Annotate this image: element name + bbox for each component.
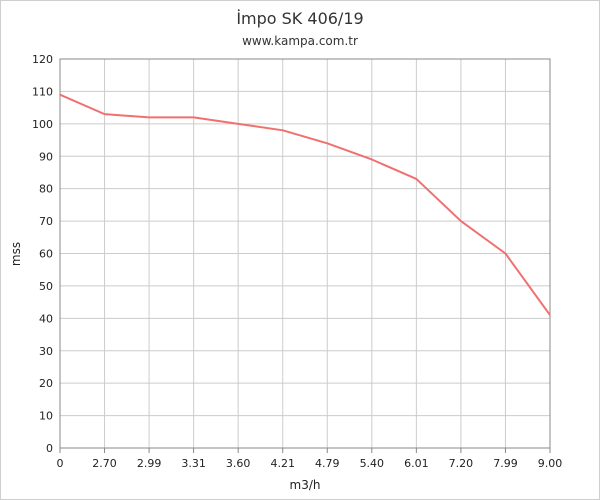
y-tick-label: 60 <box>39 248 53 261</box>
y-tick-label: 120 <box>32 53 53 66</box>
y-tick-label: 100 <box>32 118 53 131</box>
x-tick-label: 4.21 <box>270 457 295 470</box>
x-tick-label: 4.79 <box>315 457 340 470</box>
x-tick-label: 3.60 <box>226 457 251 470</box>
y-tick-label: 30 <box>39 345 53 358</box>
y-axis-label: mss <box>9 242 23 266</box>
x-tick-label: 7.99 <box>493 457 518 470</box>
x-axis-ticks: 0 2.70 2.99 3.31 3.60 4.21 4.79 5.40 6.01 7.20 7.9… <box>57 448 563 470</box>
y-tick-label: 90 <box>39 150 53 163</box>
x-tick-label: 0 <box>57 457 64 470</box>
x-tick-label: 3.31 <box>181 457 206 470</box>
x-tick-label: 2.70 <box>92 457 117 470</box>
y-tick-label: 70 <box>39 215 53 228</box>
y-tick-label: 10 <box>39 410 53 423</box>
series-line <box>59 93 551 316</box>
chart-title: İmpo SK 406/19 <box>236 9 363 28</box>
x-tick-label: 7.20 <box>449 457 474 470</box>
x-axis-label: m3/h <box>290 478 321 492</box>
y-tick-label: 20 <box>39 377 53 390</box>
x-tick-label: 9.00 <box>538 457 563 470</box>
y-axis-ticks: 0 10 20 30 40 50 60 70 80 90 100 110 120 <box>32 53 53 455</box>
y-tick-label: 40 <box>39 312 53 325</box>
y-tick-label: 80 <box>39 183 53 196</box>
x-tick-label: 2.99 <box>137 457 162 470</box>
y-tick-label: 110 <box>32 85 53 98</box>
chart-subtitle: www.kampa.com.tr <box>242 34 358 48</box>
y-tick-label: 50 <box>39 280 53 293</box>
plot-area <box>59 58 551 449</box>
x-tick-label: 6.01 <box>404 457 429 470</box>
x-tick-label: 5.40 <box>360 457 385 470</box>
grid <box>59 58 551 449</box>
y-tick-label: 0 <box>46 442 53 455</box>
